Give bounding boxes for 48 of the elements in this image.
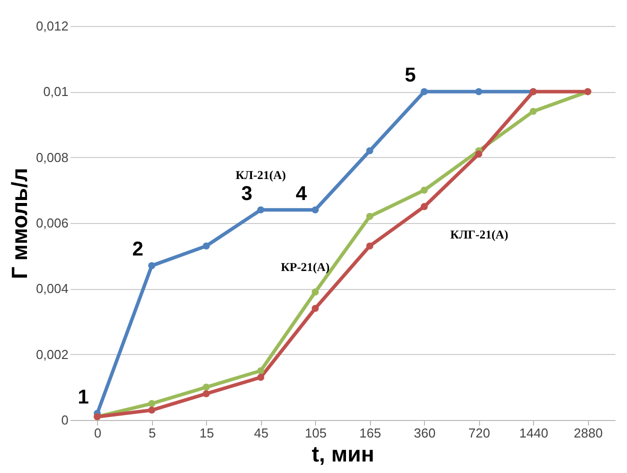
annotation: 1 xyxy=(78,386,89,408)
series-label: КР-21(А) xyxy=(280,260,330,274)
x-tick-label: 5 xyxy=(148,426,156,440)
annotation: 4 xyxy=(296,182,308,205)
x-tick-label: 45 xyxy=(254,426,268,440)
y-tick-label: 0,004 xyxy=(36,281,68,296)
y-tick-label: 0,002 xyxy=(36,346,68,362)
point xyxy=(148,406,156,414)
point xyxy=(257,367,264,374)
point xyxy=(148,400,156,408)
point xyxy=(420,203,428,210)
x-tick-label: 105 xyxy=(304,426,327,440)
point xyxy=(202,384,210,391)
point xyxy=(148,262,156,270)
x-tick-label: 1440 xyxy=(519,426,548,440)
x-tick-label: 360 xyxy=(414,426,436,440)
x-tick-label: 165 xyxy=(359,426,382,440)
point xyxy=(202,390,210,398)
x-tick-label: 15 xyxy=(200,426,214,440)
point xyxy=(312,304,319,312)
annotation: 2 xyxy=(132,238,144,261)
annotation: 5 xyxy=(404,64,416,87)
point xyxy=(202,242,210,250)
y-tick-label: 0 xyxy=(61,412,68,428)
text: КЛ-21(А) xyxy=(236,168,286,182)
x-tick-label: 720 xyxy=(468,426,490,440)
point xyxy=(366,212,374,220)
x-axis-title: t, мин xyxy=(312,442,374,466)
y-axis-title: Г ммоль/л xyxy=(6,168,32,280)
point xyxy=(475,150,482,158)
point xyxy=(366,242,374,250)
point xyxy=(420,88,428,96)
point xyxy=(366,147,374,154)
y-tick-label: 0,006 xyxy=(36,216,68,230)
y-tick-label: 0,01 xyxy=(43,84,68,100)
y-tick-label: 0,008 xyxy=(36,150,68,165)
text: КЛГ-21(А) xyxy=(450,228,508,242)
annotation: 3 xyxy=(241,182,252,205)
y-tick-label: 0,012 xyxy=(36,18,68,34)
x-tick-label: 0 xyxy=(94,426,102,440)
point xyxy=(257,374,264,381)
point xyxy=(257,206,264,214)
point xyxy=(312,288,319,296)
point xyxy=(312,206,319,214)
point xyxy=(420,186,428,194)
point xyxy=(530,108,537,115)
x-tick-label: 2880 xyxy=(574,426,603,440)
point xyxy=(475,88,482,96)
